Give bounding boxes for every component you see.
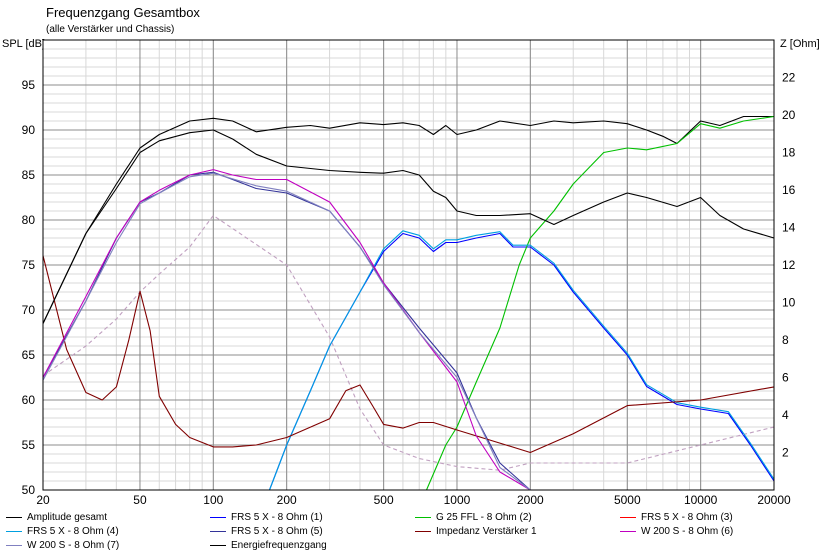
- y-right-tick-label: 12: [782, 258, 796, 272]
- y-left-tick-label: 70: [22, 303, 36, 317]
- legend-label: FRS 5 X - 8 Ohm (1): [231, 512, 323, 523]
- y-right-tick-label: 4: [782, 408, 789, 422]
- y-left-tick-label: 80: [22, 213, 36, 227]
- series-line-7: [42, 255, 775, 454]
- legend-swatch: [620, 516, 636, 518]
- legend-item: FRS 5 X - 8 Ohm (5): [210, 525, 323, 539]
- series-line-5: [268, 230, 775, 491]
- plot-frame: [42, 39, 775, 491]
- y-right-tick-label: 6: [782, 371, 789, 385]
- y-left-tick-label: 65: [22, 348, 36, 362]
- legend-item: W 200 S - 8 Ohm (6): [620, 525, 733, 539]
- series-line-8: [42, 169, 554, 491]
- legend-swatch: [210, 516, 226, 518]
- legend-item: FRS 5 X - 8 Ohm (4): [6, 525, 119, 539]
- legend-swatch: [415, 530, 431, 532]
- y-left-tick-label: 95: [22, 78, 36, 92]
- x-tick-label: 1000: [444, 493, 471, 507]
- y-right-tick-label: 14: [782, 221, 796, 235]
- legend-label: W 200 S - 8 Ohm (7): [27, 540, 120, 551]
- legend-label: W 200 S - 8 Ohm (6): [641, 526, 734, 537]
- chart-title: Frequenzgang Gesamtbox: [46, 5, 200, 20]
- y-left-tick-label: 90: [22, 123, 36, 137]
- y-left-tick-label: 55: [22, 438, 36, 452]
- chart-legend: Amplitude gesamt FRS 5 X - 8 Ohm (1) G 25 …: [0, 510, 822, 553]
- legend-label: FRS 5 X - 8 Ohm (5): [231, 526, 323, 537]
- y-right-tick-label: 18: [782, 146, 796, 160]
- y-right-tick-label: 8: [782, 333, 789, 347]
- x-tick-label: 5000: [614, 493, 641, 507]
- frequency-response-chart: 20 50 100 200 500 1000 2000 5000 10000 2000050556…: [22, 39, 796, 507]
- y-axis-right-label: Z [Ohm]: [780, 38, 820, 50]
- x-tick-label: 20000: [757, 493, 791, 507]
- y-axis-left-label: SPL [dB]: [2, 38, 46, 50]
- legend-item: G 25 FFL - 8 Ohm (2): [415, 511, 532, 525]
- x-tick-label: 10000: [684, 493, 718, 507]
- y-right-tick-label: 22: [782, 71, 796, 85]
- legend-swatch: [415, 516, 431, 518]
- legend-item: FRS 5 X - 8 Ohm (1): [210, 511, 323, 525]
- legend-label: FRS 5 X - 8 Ohm (3): [641, 512, 733, 523]
- x-tick-label: 100: [203, 493, 223, 507]
- x-tick-label: 50: [133, 493, 147, 507]
- y-right-tick-label: 2: [782, 446, 789, 460]
- legend-item: Impedanz Verstärker 1: [415, 525, 537, 539]
- legend-swatch: [210, 530, 226, 532]
- x-tick-label: 500: [374, 493, 394, 507]
- series-line-3: [425, 115, 775, 491]
- legend-swatch: [6, 544, 22, 546]
- y-left-tick-label: 85: [22, 168, 36, 182]
- legend-item: Energiefrequenzgang: [210, 539, 327, 553]
- legend-swatch: [210, 544, 226, 546]
- x-tick-label: 20: [36, 493, 50, 507]
- legend-swatch: [6, 516, 22, 518]
- legend-item: FRS 5 X - 8 Ohm (3): [620, 511, 733, 525]
- series-line-10: [42, 129, 775, 324]
- legend-label: FRS 5 X - 8 Ohm (4): [27, 526, 119, 537]
- legend-label: Energiefrequenzgang: [231, 540, 327, 551]
- y-left-tick-label: 75: [22, 258, 36, 272]
- chart-subtitle: (alle Verstärker und Chassis): [46, 24, 175, 35]
- y-left-tick-label: 50: [22, 483, 36, 497]
- series-line-1: [42, 115, 774, 324]
- y-right-tick-label: 16: [782, 183, 796, 197]
- legend-label: Amplitude gesamt: [27, 512, 108, 523]
- y-left-tick-label: 60: [22, 393, 36, 407]
- y-right-tick-label: 20: [782, 108, 796, 122]
- x-tick-label: 200: [277, 493, 297, 507]
- legend-swatch: [6, 530, 22, 532]
- legend-label: G 25 FFL - 8 Ohm (2): [436, 512, 532, 523]
- x-tick-label: 2000: [517, 493, 544, 507]
- legend-swatch: [620, 530, 636, 532]
- y-right-tick-label: 10: [782, 296, 796, 310]
- legend-label: Impedanz Verstärker 1: [436, 526, 537, 537]
- series-line-9: [42, 172, 554, 491]
- legend-item: W 200 S - 8 Ohm (7): [6, 539, 119, 553]
- legend-item: Amplitude gesamt: [6, 511, 107, 525]
